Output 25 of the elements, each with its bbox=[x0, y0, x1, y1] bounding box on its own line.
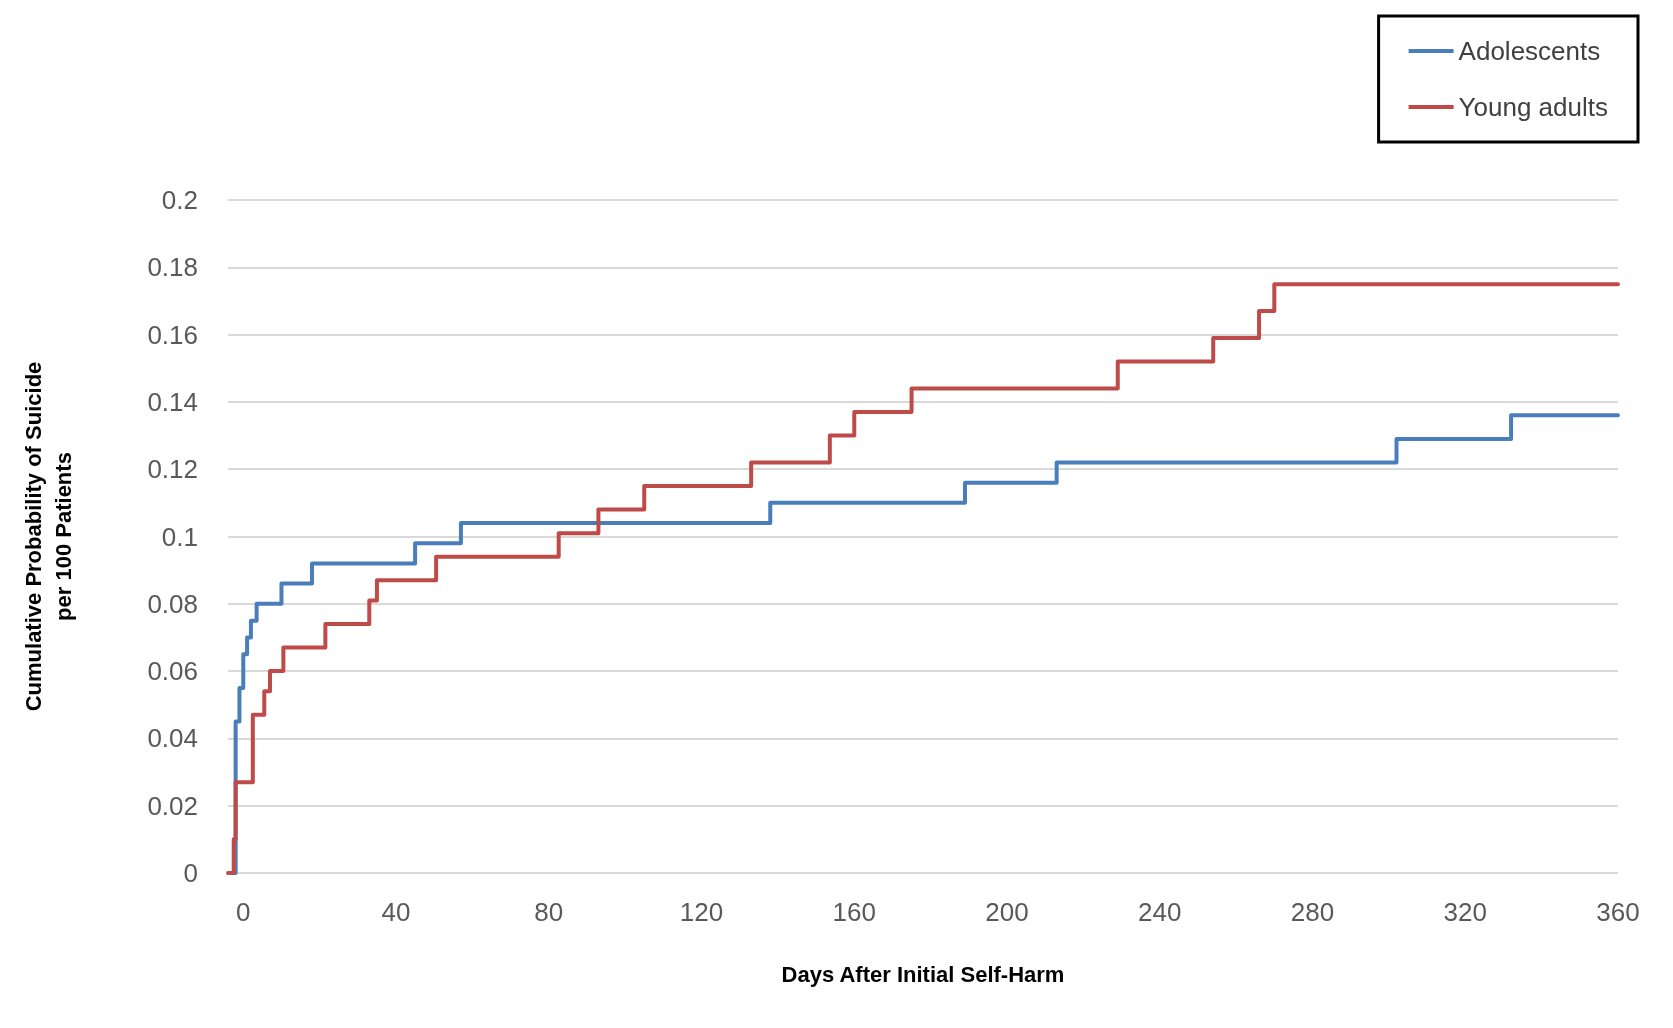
y-tick-label: 0 bbox=[183, 858, 198, 888]
x-tick-label: 360 bbox=[1596, 897, 1640, 927]
y-tick-label: 0.1 bbox=[161, 521, 198, 552]
y-tick-label: 0.02 bbox=[147, 790, 198, 821]
x-tick-label: 40 bbox=[381, 897, 411, 927]
y-tick-label: 0.04 bbox=[147, 723, 198, 754]
y-tick-label: 0.12 bbox=[147, 454, 198, 485]
y-tick-label: 0.16 bbox=[147, 319, 198, 350]
y-tick-label: 0.06 bbox=[147, 656, 198, 687]
x-tick-label: 200 bbox=[985, 897, 1029, 927]
x-tick-label: 240 bbox=[1138, 897, 1182, 927]
y-tick-label: 0.08 bbox=[147, 588, 198, 619]
x-tick-label: 320 bbox=[1443, 897, 1487, 927]
x-axis-title: Days After Initial Self-Harm bbox=[781, 961, 1065, 987]
y-axis-title: Cumulative Probability of Suicide per 100 Patients bbox=[20, 361, 76, 712]
x-tick-label: 280 bbox=[1290, 897, 1335, 927]
x-tick-label: 160 bbox=[832, 897, 876, 927]
y-tick-label: 0.18 bbox=[147, 252, 198, 283]
x-tick-label: 0 bbox=[236, 897, 251, 927]
x-tick-label: 120 bbox=[679, 897, 724, 927]
x-tick-label: 80 bbox=[534, 897, 564, 927]
y-tick-label: 0.14 bbox=[147, 386, 198, 417]
legend-label: Adolescents bbox=[1458, 36, 1601, 66]
legend-label: Young adults bbox=[1458, 92, 1609, 122]
y-tick-label: 0.2 bbox=[161, 185, 198, 215]
